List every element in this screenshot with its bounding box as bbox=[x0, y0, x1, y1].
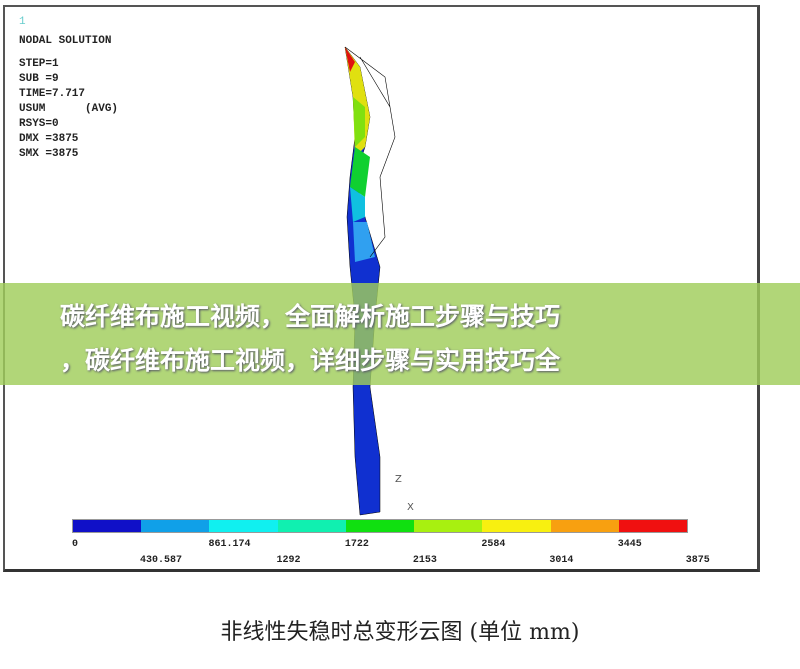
legend-swatch bbox=[414, 520, 483, 532]
info-dmx: DMX =3875 bbox=[19, 133, 79, 145]
legend-colorbar bbox=[72, 519, 688, 533]
legend-swatch bbox=[345, 520, 415, 532]
legend-label: 3014 bbox=[549, 555, 574, 566]
legend-swatch bbox=[209, 520, 278, 532]
legend-label: 1292 bbox=[276, 555, 301, 566]
banner-line-1: 碳纤维布施工视频，全面解析施工步骤与技巧 bbox=[60, 302, 561, 331]
solution-info: 1 NODAL SOLUTION STEP=1 SUB =9 TIME=7.71… bbox=[19, 15, 118, 162]
legend-label: 2584 bbox=[481, 539, 506, 550]
info-time: TIME=7.717 bbox=[19, 88, 86, 100]
info-rsys: RSYS=0 bbox=[19, 118, 59, 130]
legend-label: 861.174 bbox=[208, 539, 251, 550]
info-sub: SUB =9 bbox=[19, 73, 59, 85]
legend-swatch bbox=[141, 520, 210, 532]
legend-label: 3875 bbox=[685, 555, 710, 566]
legend-swatch bbox=[482, 520, 551, 532]
axis-z-label: Z bbox=[395, 474, 402, 485]
legend-swatch bbox=[550, 520, 619, 532]
window-number: 1 bbox=[19, 16, 26, 28]
deformed-column-model: Z X bbox=[344, 46, 414, 516]
legend-label: 2153 bbox=[412, 555, 437, 566]
legend-label: 3445 bbox=[617, 539, 642, 550]
banner-line-2: ，碳纤维布施工视频，详细步骤与实用技巧全 bbox=[60, 346, 561, 375]
axis-x-label: X bbox=[407, 502, 414, 513]
legend-label: 0 bbox=[72, 539, 79, 550]
legend-label: 430.587 bbox=[140, 555, 183, 566]
legend-swatch bbox=[277, 520, 346, 532]
overlay-banner: 碳纤维布施工视频，全面解析施工步骤与技巧 ，碳纤维布施工视频，详细步骤与实用技巧… bbox=[0, 283, 800, 385]
legend-label: 1722 bbox=[344, 539, 369, 550]
info-step: STEP=1 bbox=[19, 58, 59, 70]
solution-title: NODAL SOLUTION bbox=[19, 35, 112, 47]
legend-swatch bbox=[618, 520, 687, 532]
legend-swatch bbox=[73, 520, 142, 532]
info-smx: SMX =3875 bbox=[19, 148, 79, 160]
info-usum: USUM (AVG) bbox=[19, 103, 119, 115]
figure-caption: 非线性失稳时总变形云图 (单位 mm) bbox=[220, 620, 580, 645]
